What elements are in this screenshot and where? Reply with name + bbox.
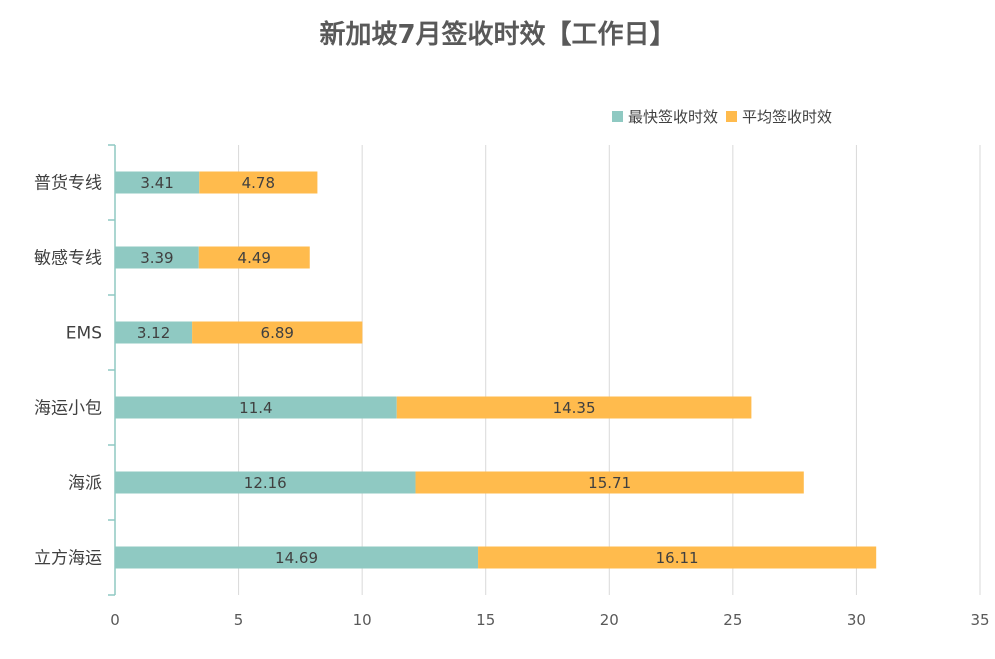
data-label: 3.12 <box>137 324 170 342</box>
data-label: 4.49 <box>238 249 271 267</box>
data-label: 11.4 <box>239 399 272 417</box>
chart-title: 新加坡7月签收时效【工作日】 <box>319 20 676 50</box>
bar-layer <box>115 171 877 569</box>
legend-label-fastest: 最快签收时效 <box>628 107 719 126</box>
x-tick-label: 25 <box>723 611 742 629</box>
x-tick-label: 15 <box>476 611 495 629</box>
axis-layer <box>108 144 116 596</box>
label-layer: 0 5 10 15 20 25 30 35 3.41 4.78 普货专线 3.39 4.49 敏感专线 3.… <box>34 174 990 630</box>
bar-average-1 <box>198 246 310 269</box>
category-label: 普货专线 <box>34 174 102 194</box>
x-tick-label: 0 <box>110 611 120 629</box>
grid-layer <box>238 145 981 595</box>
category-label: 敏感专线 <box>34 249 102 269</box>
bar-average-0 <box>199 171 318 194</box>
data-label: 15.71 <box>588 474 631 492</box>
bar-fastest-5 <box>115 546 479 569</box>
legend-item-fastest: 最快签收时效 <box>612 106 718 127</box>
bar-fastest-3 <box>115 396 397 419</box>
data-label: 12.16 <box>244 474 287 492</box>
x-tick-label: 5 <box>234 611 244 629</box>
x-tick-label: 30 <box>847 611 866 629</box>
category-label: 海运小包 <box>34 399 102 419</box>
x-tick-label: 10 <box>353 611 372 629</box>
data-label: 3.39 <box>140 249 173 267</box>
category-label: 海派 <box>68 474 102 494</box>
bar-average-3 <box>396 396 752 419</box>
x-tick-label: 20 <box>600 611 619 629</box>
bar-average-5 <box>478 546 877 569</box>
bar-average-4 <box>415 471 804 494</box>
bar-fastest-2 <box>115 321 193 344</box>
data-label: 6.89 <box>261 324 294 342</box>
x-tick-label: 35 <box>970 611 989 629</box>
category-label: EMS <box>66 324 102 344</box>
data-label: 14.69 <box>275 549 318 567</box>
category-label: 立方海运 <box>34 549 102 569</box>
bar-fastest-0 <box>115 171 200 194</box>
data-label: 14.35 <box>553 399 596 417</box>
legend-label-average: 平均签收时效 <box>742 107 833 126</box>
bar-fastest-1 <box>115 246 199 269</box>
bar-fastest-4 <box>115 471 416 494</box>
bar-average-2 <box>192 321 363 344</box>
legend: 最快签收时效 平均签收时效 <box>612 106 840 126</box>
data-label: 4.78 <box>242 174 275 192</box>
legend-swatch-average <box>726 110 738 122</box>
legend-swatch-fastest <box>612 110 623 122</box>
legend-item-average: 平均签收时效 <box>726 106 832 127</box>
data-label: 16.11 <box>656 549 699 567</box>
data-label: 3.41 <box>140 174 173 192</box>
